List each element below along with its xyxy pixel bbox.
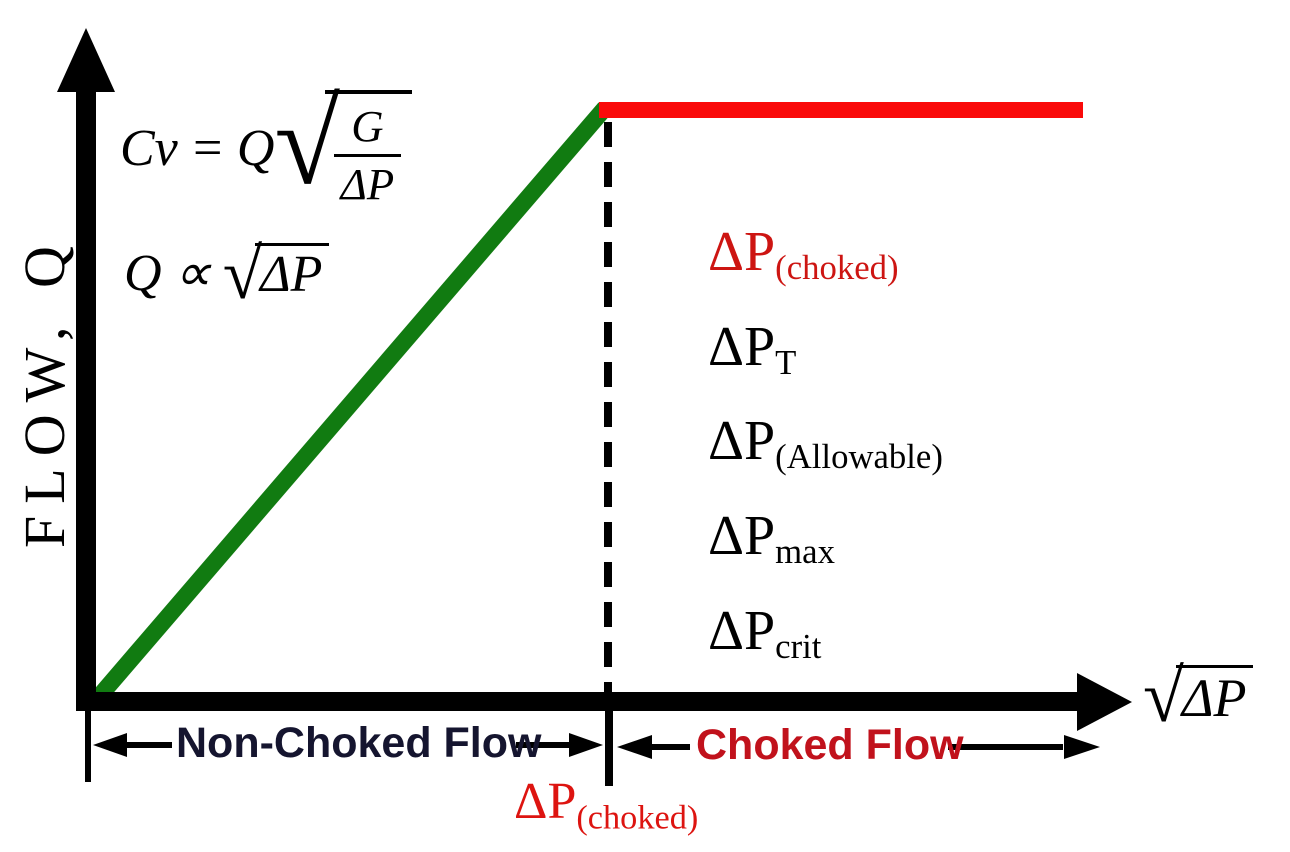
cv-formula-lhs: Cv (120, 120, 178, 178)
non-choked-flow-line (90, 102, 612, 705)
pressure-label-crit: ΔPcrit (708, 599, 822, 666)
y-axis-arrowhead (57, 28, 115, 92)
pressure-label-allowable: ΔP(Allowable) (708, 410, 943, 477)
choked-point-label: ΔP(choked) (514, 773, 699, 837)
x-axis-label: √ ΔP (1143, 656, 1253, 738)
radical-sign: √ (274, 76, 341, 209)
origin-tick (85, 702, 91, 782)
choked-point-tick (605, 702, 613, 786)
fraction-bar (333, 154, 401, 158)
radical-sign: √ (1143, 656, 1184, 738)
radical-sign: √ (222, 234, 263, 314)
fraction-denominator: ΔP (340, 159, 395, 210)
pressure-label-t: ΔPT (708, 315, 797, 382)
q-proportional-formula: Q ∝ √ ΔP (124, 234, 329, 314)
x-axis-arrowhead (1077, 673, 1132, 731)
pressure-label-max: ΔPmax (708, 505, 835, 572)
g-over-deltap-fraction: G ΔP (333, 100, 401, 211)
proportional-symbol: ∝ (173, 245, 211, 303)
q-formula-lhs: Q (124, 245, 162, 303)
q-formula-radical: √ ΔP (222, 234, 329, 314)
x-axis-radicand: ΔP (1176, 664, 1253, 725)
fraction-numerator: G (351, 100, 384, 151)
non-choked-right-arrowhead (569, 733, 603, 757)
non-choked-flow-label: Non-Choked Flow (176, 719, 542, 767)
cv-formula: Cv = Q √ G ΔP (120, 76, 413, 211)
x-axis-line (76, 692, 1078, 711)
choked-flow-label: Choked Flow (696, 721, 964, 769)
cv-formula-equals: = (189, 120, 225, 178)
y-axis-label: FLOW, Q (12, 234, 77, 548)
radicand: ΔP (254, 242, 329, 301)
non-choked-left-arrowhead (93, 733, 127, 757)
choked-flow-line (599, 102, 1083, 118)
choked-right-arrowhead (1064, 735, 1100, 759)
pressure-terms-list: ΔP(choked) ΔPT ΔP(Allowable) ΔPmax ΔPcri… (708, 224, 943, 698)
y-axis-line (76, 84, 96, 710)
choked-left-arrowhead (617, 735, 652, 759)
cv-formula-coeff: Q (236, 120, 275, 178)
cv-formula-radical: √ G ΔP (274, 76, 413, 211)
pressure-label-choked: ΔP(choked) (708, 221, 899, 288)
